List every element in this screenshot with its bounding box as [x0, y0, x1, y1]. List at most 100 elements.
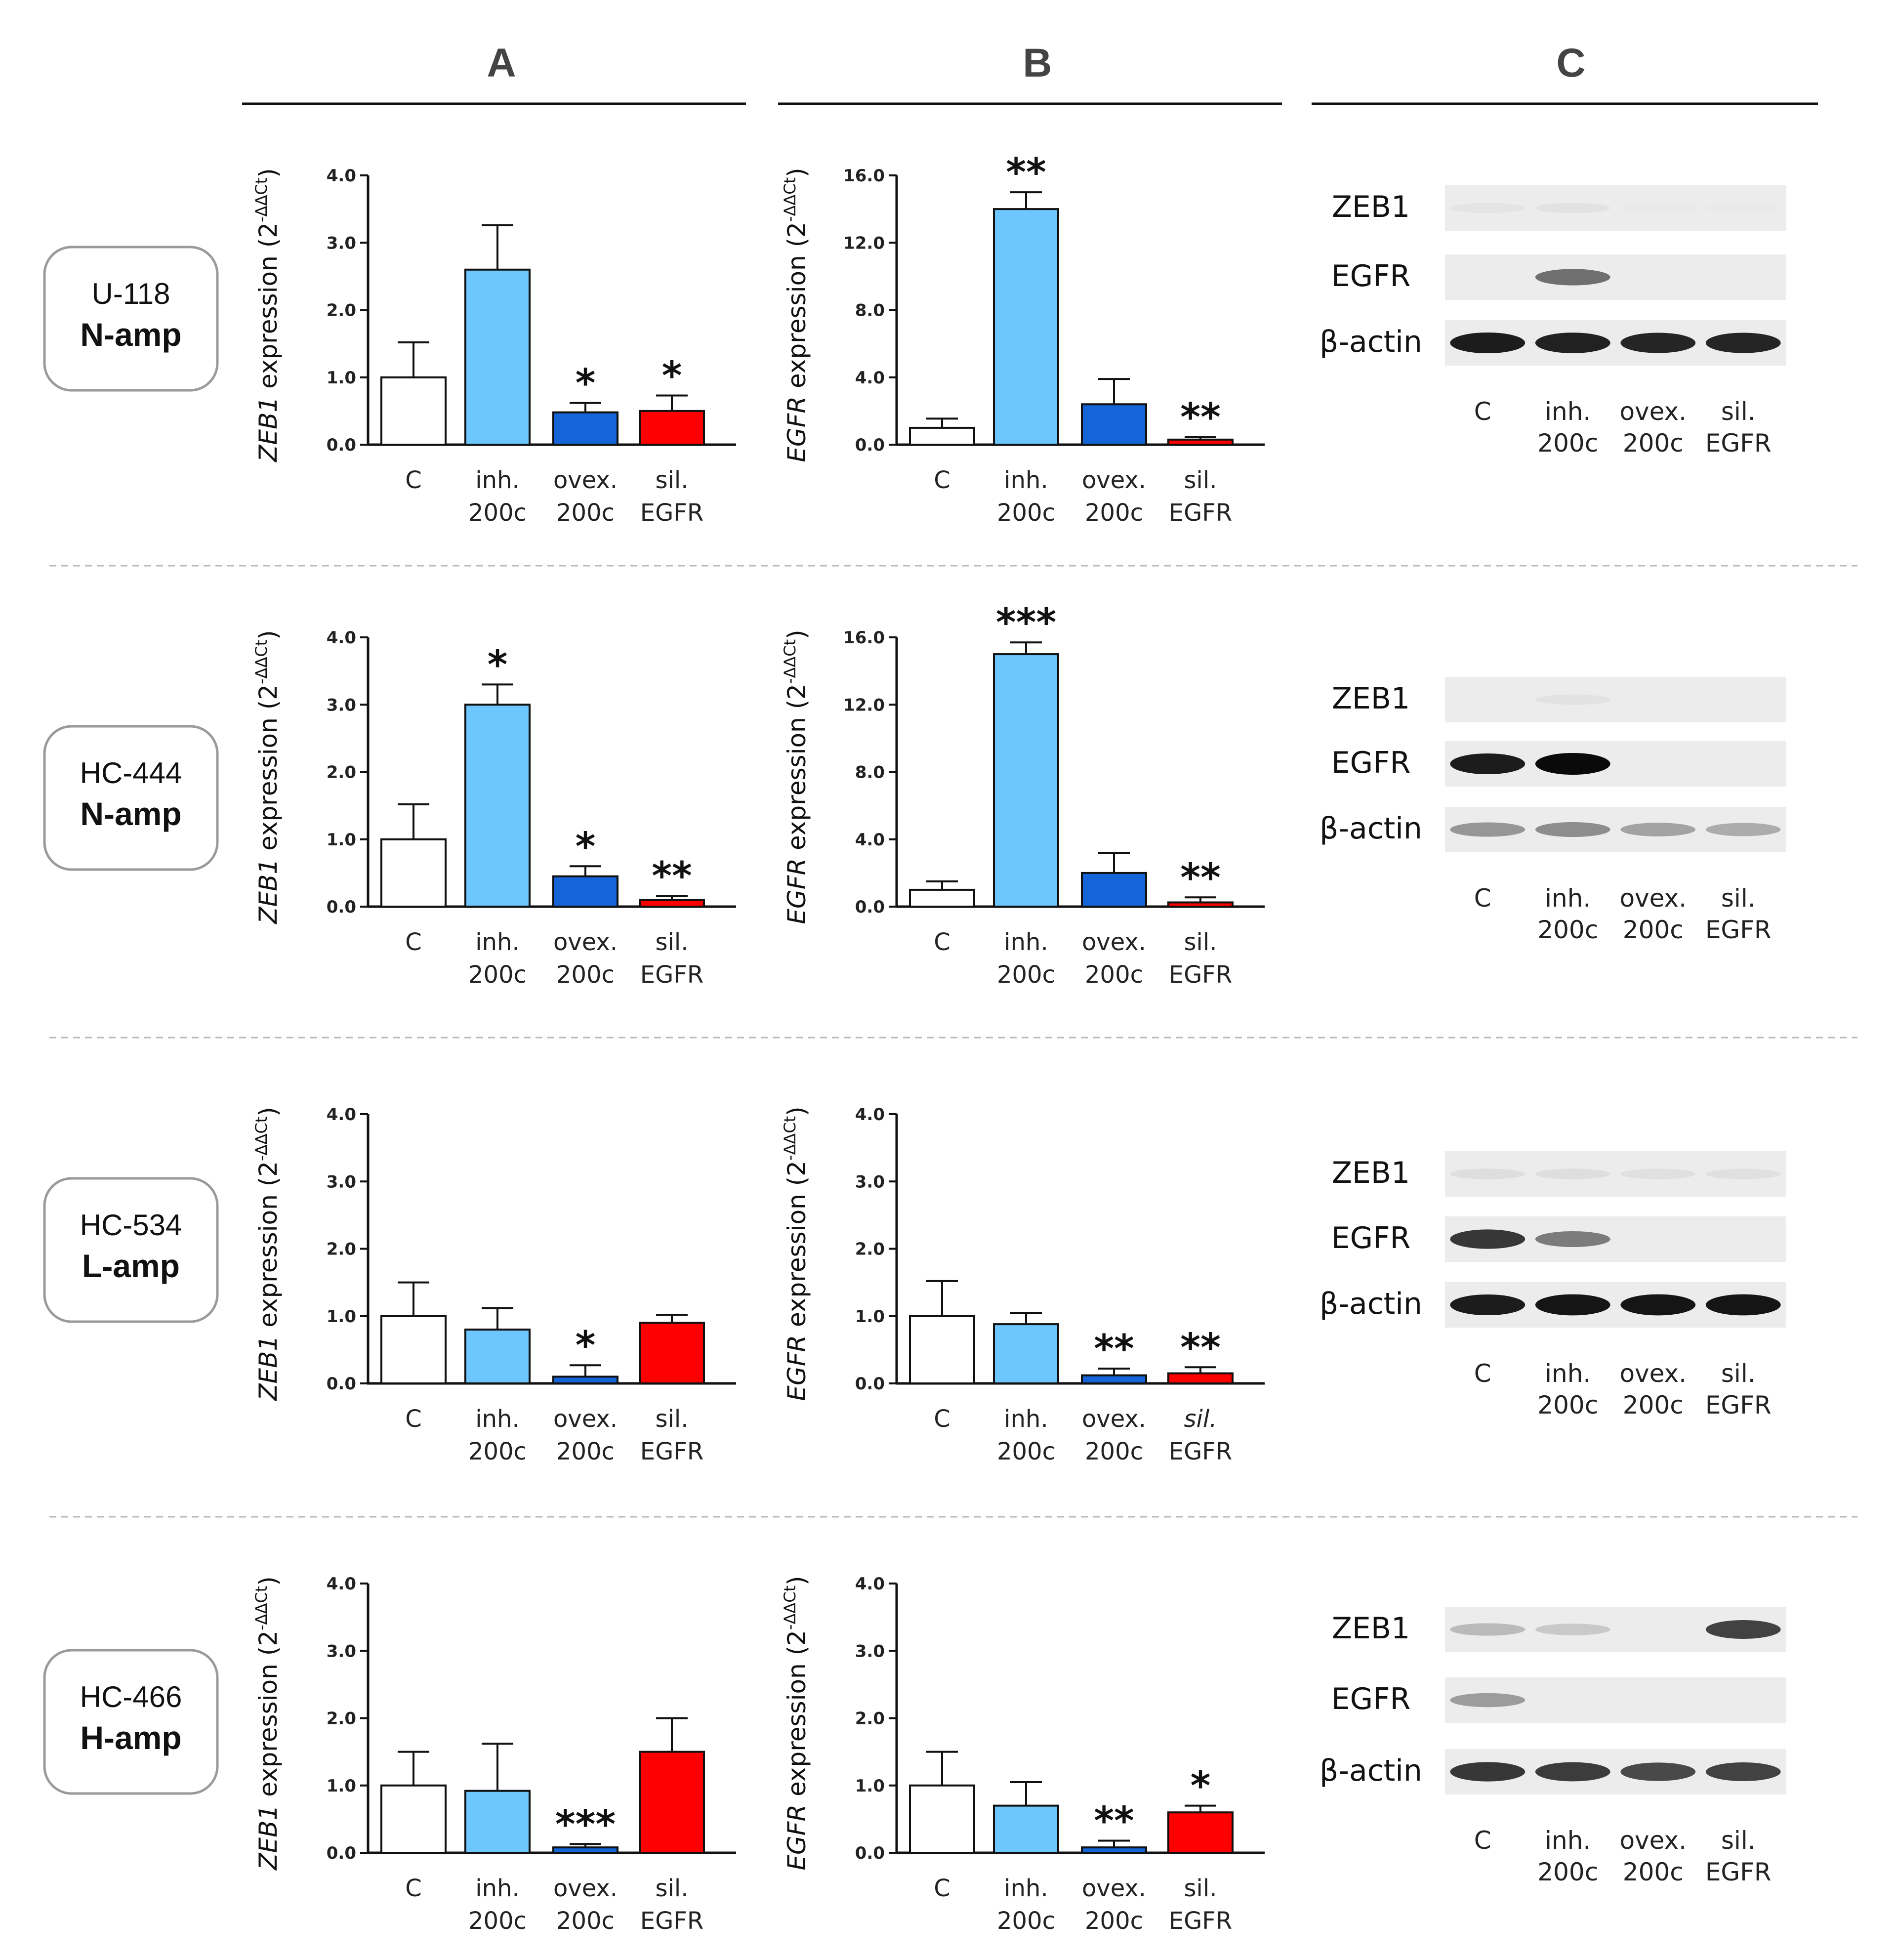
blot-band — [1450, 1623, 1526, 1636]
y-tick-label: 3.0 — [327, 695, 356, 715]
significance-marker: ** — [1006, 151, 1046, 195]
y-tick-label: 2.0 — [855, 1709, 885, 1729]
category-label: 200c — [997, 961, 1055, 989]
y-tick-label: 16.0 — [843, 166, 885, 186]
bar-ovex-200c — [1081, 1846, 1147, 1854]
category-label: EGFR — [1169, 1438, 1232, 1465]
blot-lane-label: sil. — [1721, 397, 1756, 426]
category-label: ovex. — [1082, 466, 1146, 494]
category-label: ovex. — [1082, 1875, 1146, 1902]
y-tick-label: 0.0 — [855, 1843, 885, 1863]
y-axis-title-part: expression (2 — [254, 1161, 283, 1335]
blot-protein-label: β-actin — [1320, 325, 1422, 359]
blot-band — [1620, 823, 1696, 836]
blot-band — [1535, 1231, 1610, 1247]
category-label: EGFR — [1169, 499, 1232, 527]
category-label: EGFR — [640, 499, 703, 527]
y-tick-label: 8.0 — [855, 763, 885, 783]
y-tick-label: 3.0 — [855, 1641, 885, 1661]
y-axis-title-part: ) — [254, 1576, 283, 1586]
significance-marker: * — [662, 354, 682, 399]
category-label: ovex. — [553, 1875, 618, 1902]
chart-2-A: 0.0 1.0 2.0 3.0 4.0 ZEB1 expression (2-ΔΔCt) C… — [252, 1105, 736, 1465]
blot-lane-label: EGFR — [1705, 1858, 1772, 1886]
bar-sil-egfr — [1167, 1372, 1234, 1384]
category-label: inh. — [475, 928, 519, 956]
sample-box-HC-534: HC-534 L-amp — [43, 1177, 219, 1323]
western-blot-U-118: ZEB1 EGFR β-actin C inh. 200c ovex. 200c sil. EGF… — [1320, 185, 1786, 458]
y-tick-label: 2.0 — [327, 301, 356, 321]
blot-protein-label: EGFR — [1331, 1221, 1411, 1255]
y-axis-title-part: ZEB1 — [254, 1335, 283, 1402]
y-axis-title-part: ) — [783, 1576, 811, 1585]
y-tick-label: 0.0 — [855, 1374, 885, 1394]
y-axis-title-part: ) — [783, 1106, 811, 1116]
blot-lane-label: EGFR — [1705, 916, 1772, 944]
significance-marker: *** — [555, 1802, 616, 1847]
blot-band — [1535, 1762, 1610, 1782]
bar-inh-200c — [993, 653, 1059, 908]
y-tick-label: 0.0 — [855, 435, 885, 455]
y-axis-title-part: -ΔΔCt — [781, 1585, 799, 1630]
blot-band — [1705, 1620, 1781, 1639]
y-axis-title-part: ) — [254, 168, 283, 178]
sample-amp-class: L-amp — [82, 1248, 180, 1284]
y-tick-label: 0.0 — [327, 897, 356, 917]
blot-protein-label: β-actin — [1320, 1753, 1422, 1788]
y-axis-title: EGFR expression (2-ΔΔCt) — [781, 629, 811, 924]
category-label: C — [405, 466, 422, 494]
chart-2-B: 0.0 1.0 2.0 3.0 4.0 EGFR expression (2-ΔΔCt) C… — [781, 1105, 1265, 1465]
chart-0-A: 0.0 1.0 2.0 3.0 4.0 ZEB1 expression (2-ΔΔCt) C… — [252, 166, 736, 527]
column-label-A: A — [487, 41, 516, 85]
bar-ovex-200c — [1081, 872, 1147, 908]
bar-inh-200c — [993, 208, 1059, 446]
blot-protein-label: β-actin — [1320, 811, 1422, 846]
category-label: inh. — [475, 1405, 519, 1433]
y-axis-title-part: expression (2 — [783, 222, 811, 396]
category-label: 200c — [1085, 1907, 1143, 1935]
category-label: C — [934, 466, 950, 494]
y-tick-label: 1.0 — [327, 368, 356, 388]
blot-band — [1535, 1294, 1610, 1316]
category-label: sil. — [1184, 466, 1217, 494]
category-label: C — [405, 1875, 422, 1902]
y-tick-label: 2.0 — [327, 763, 356, 783]
y-axis-title-part: EGFR — [783, 858, 811, 924]
blot-band — [1620, 1168, 1696, 1179]
category-label: ovex. — [1082, 1405, 1146, 1433]
blot-lane-label: 200c — [1623, 916, 1684, 944]
blot-lane-label: inh. — [1545, 884, 1591, 913]
bar-ovex-200c — [552, 875, 619, 908]
blot-lane-label: ovex. — [1619, 1359, 1687, 1388]
blot-lane-label: 200c — [1537, 429, 1598, 458]
blot-band — [1620, 1762, 1696, 1781]
bar-control — [909, 888, 975, 908]
category-label: sil. — [656, 928, 689, 956]
category-label: sil. — [1184, 1875, 1217, 1902]
category-label: ovex. — [553, 1405, 618, 1433]
category-label: 200c — [556, 499, 615, 527]
significance-marker: ** — [1094, 1327, 1134, 1372]
bar-sil-egfr — [639, 899, 705, 908]
sample-box-frame — [43, 725, 219, 871]
category-label: EGFR — [640, 961, 703, 989]
category-label: sil. — [1184, 1405, 1217, 1433]
y-tick-label: 1.0 — [855, 1776, 885, 1796]
sample-id: U-118 — [92, 277, 170, 310]
blot-lane-label: 200c — [1537, 1858, 1598, 1886]
y-tick-label: 0.0 — [855, 897, 885, 917]
y-axis-title-part: expression (2 — [783, 1630, 811, 1804]
bar-sil-egfr — [1167, 901, 1234, 908]
category-label: inh. — [1004, 928, 1048, 956]
blot-band — [1705, 333, 1781, 353]
blot-band — [1535, 694, 1610, 705]
category-label: sil. — [1184, 928, 1217, 956]
blot-band — [1705, 1762, 1781, 1781]
category-label: 200c — [997, 1907, 1055, 1935]
category-label: 200c — [556, 961, 615, 989]
category-label: ovex. — [1082, 928, 1146, 956]
y-axis-title: ZEB1 expression (2-ΔΔCt) — [252, 168, 283, 463]
category-label: inh. — [1004, 1875, 1048, 1902]
bar-ovex-200c — [552, 1846, 619, 1854]
blot-band — [1450, 203, 1526, 213]
